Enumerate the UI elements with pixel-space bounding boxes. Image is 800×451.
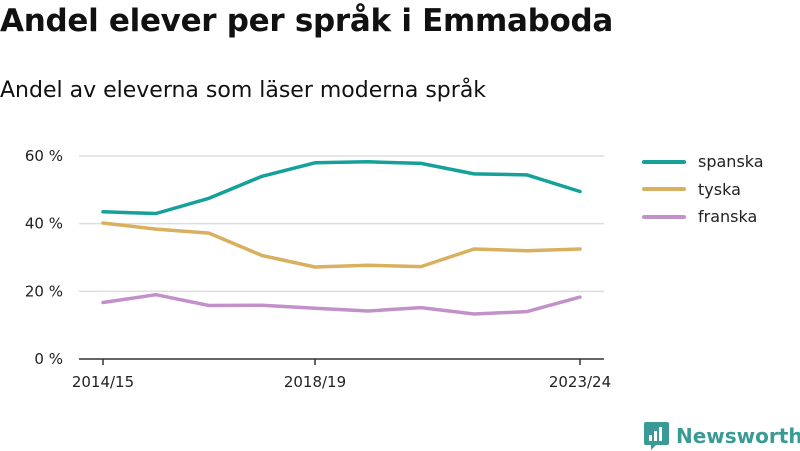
legend-label: tyska xyxy=(698,179,741,199)
legend-swatch xyxy=(642,214,686,219)
legend-label: spanska xyxy=(698,152,764,172)
legend-item-spanska: spanska xyxy=(642,148,764,176)
legend-swatch xyxy=(642,187,686,192)
y-tick-label: 40 % xyxy=(25,215,63,233)
series-line-franska xyxy=(101,292,582,316)
y-tick-label: 20 % xyxy=(25,282,63,300)
brand-logo: Newsworthy xyxy=(644,421,800,451)
x-tick-label: 2018/19 xyxy=(284,373,346,391)
chart-subtitle: Andel av eleverna som läser moderna språ… xyxy=(0,78,487,103)
newsworthy-logo-icon xyxy=(644,422,669,450)
x-tick-label: 2014/15 xyxy=(72,373,134,391)
x-axis: 2014/15 2018/19 2023/24 xyxy=(72,358,611,391)
legend: spanska tyska franska xyxy=(642,148,764,231)
series-line-tyska xyxy=(101,221,582,269)
brand-name: Newsworthy xyxy=(676,424,800,448)
y-tick-label: 0 % xyxy=(34,350,63,368)
legend-label: franska xyxy=(698,207,758,227)
chart-title: Andel elever per språk i Emmaboda xyxy=(0,3,614,39)
grid-lines: 0 % 20 % 40 % 60 % xyxy=(25,147,604,368)
series-line-spanska xyxy=(101,160,582,216)
legend-item-franska: franska xyxy=(642,203,764,231)
x-tick-label: 2023/24 xyxy=(549,373,611,391)
y-tick-label: 60 % xyxy=(25,147,63,165)
legend-item-tyska: tyska xyxy=(642,176,764,204)
series-lines xyxy=(101,160,582,316)
legend-swatch xyxy=(642,159,686,164)
